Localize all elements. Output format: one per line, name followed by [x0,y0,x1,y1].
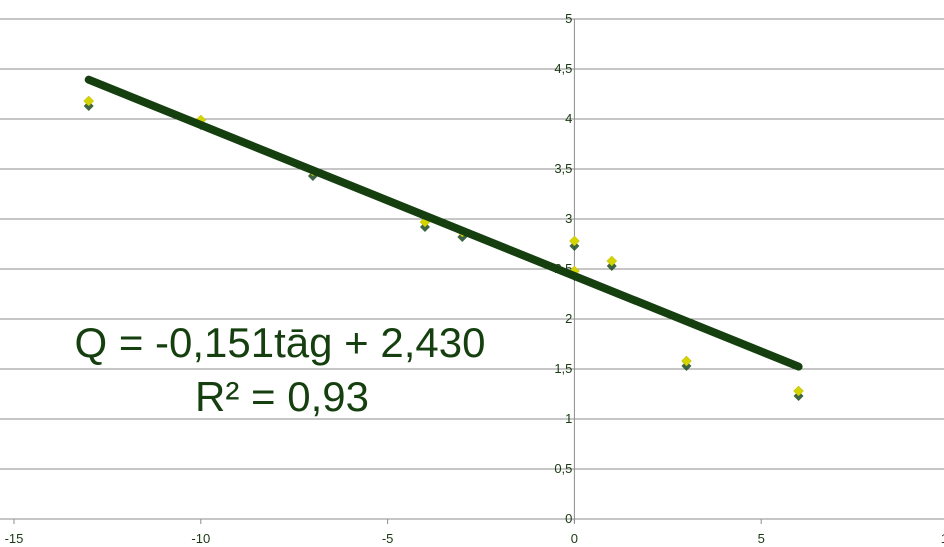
data-point [569,235,580,251]
y-tick-label: 0,5 [554,461,572,476]
y-tick-label: 3,5 [554,161,572,176]
data-point-marker [606,255,618,267]
equation-text: Q = -0,151tāg + 2,430 [75,319,486,366]
tick-marks [13,18,762,524]
trendline [84,75,803,371]
gridlines [0,18,944,470]
y-tick-label: 5 [565,11,572,26]
x-tick-label: -15 [5,531,24,546]
y-tick-label: 3 [565,211,572,226]
equation-annotation: Q = -0,151tāg + 2,430 R² = 0,93 [75,319,486,420]
data-point [606,255,618,271]
r-squared-text: R² = 0,93 [195,373,369,420]
y-tick-label: 4,5 [554,61,572,76]
axes [0,19,944,523]
x-tick-label: -5 [382,531,394,546]
y-tick-label: 4 [565,111,572,126]
data-point-marker [681,355,692,367]
x-tick-label: 5 [758,531,765,546]
data-point-marker [793,385,804,397]
data-point-marker [83,95,95,107]
data-point [83,95,95,111]
y-tick-label: 1,5 [554,361,572,376]
data-point [681,355,692,371]
x-tick-labels: -15 -10 -5 0 5 10 [5,531,944,546]
y-tick-label: 2 [565,311,572,326]
x-tick-label: 10 [941,531,944,546]
data-point [793,385,804,401]
data-point-marker [569,235,580,247]
y-tick-label: 0 [565,511,572,526]
y-tick-label: 1 [565,411,572,426]
x-tick-label: 0 [571,531,578,546]
x-tick-label: -10 [191,531,210,546]
